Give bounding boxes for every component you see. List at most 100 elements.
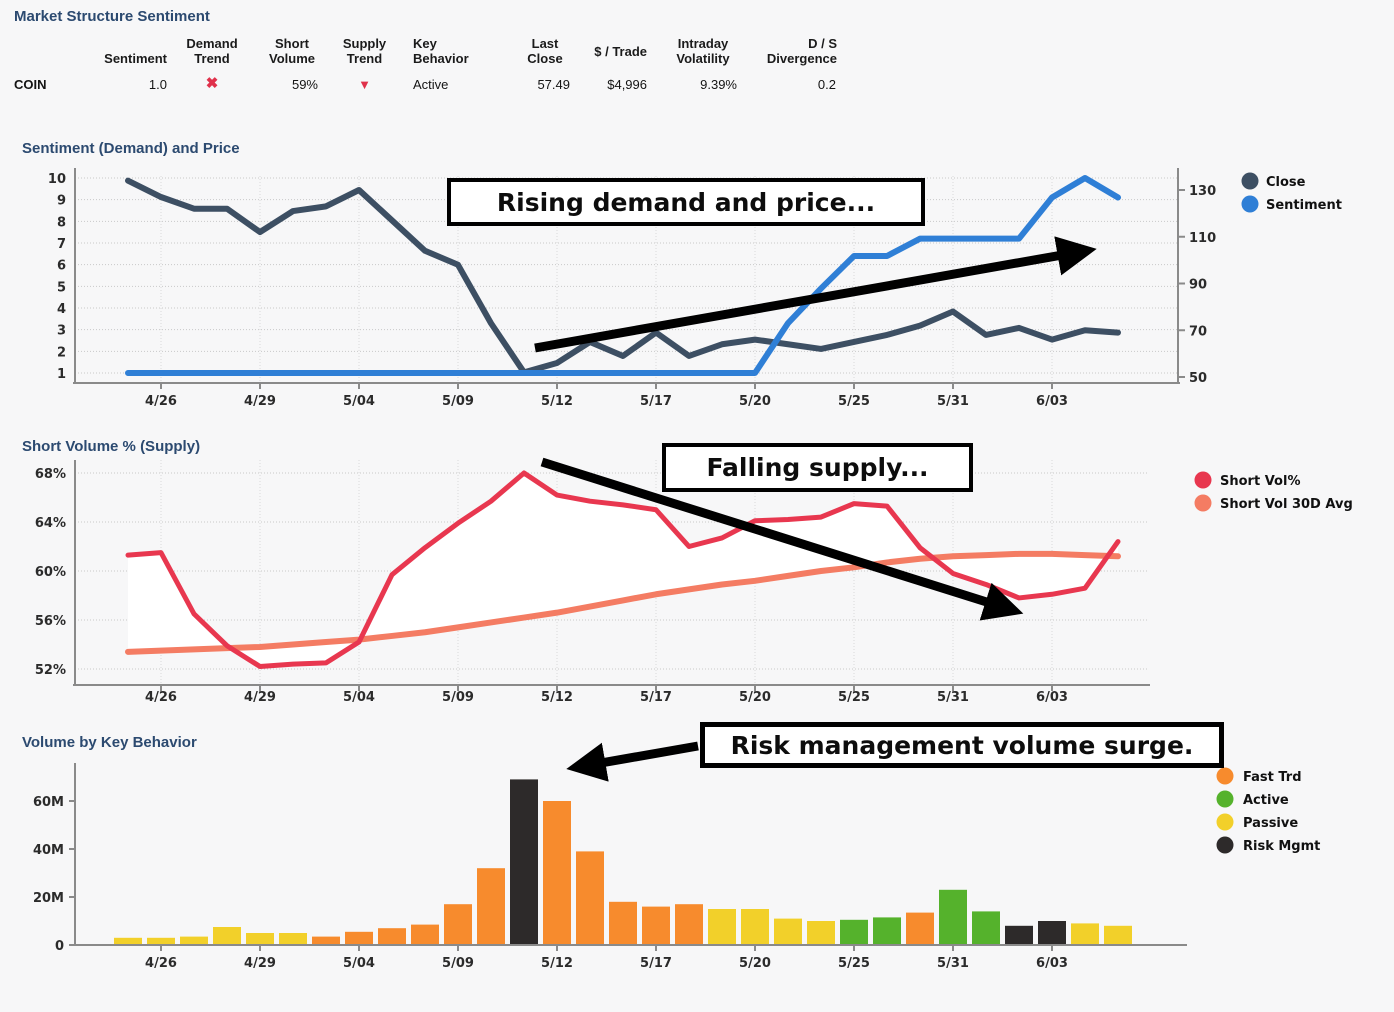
axis-label: 5 (57, 280, 66, 295)
axis-label: 5/04 (343, 956, 375, 971)
volume-bar (510, 779, 538, 945)
axis-label: 5/12 (541, 956, 573, 971)
legend-item-short-vol-30d-avg: Short Vol 30D Avg (1194, 494, 1353, 512)
demand-trend-down-icon: ✖ (205, 75, 219, 92)
volume-bar (576, 851, 604, 945)
axis-label: 1 (57, 367, 66, 382)
chart-title-short-volume: Short Volume % (Supply) (22, 438, 201, 455)
axis-label: 5/17 (640, 394, 672, 409)
volume-bar (180, 936, 208, 945)
volume-bar (675, 904, 703, 945)
close-line (125, 177, 1121, 376)
axis-label: 64% (35, 516, 66, 531)
volume-bar (279, 933, 307, 945)
falling-supply-arrow (540, 457, 1024, 621)
axis-label: 5/20 (739, 394, 771, 409)
axis-label: 5/04 (343, 394, 375, 409)
axis-label: 4/26 (145, 956, 177, 971)
axis-label: 5/31 (937, 690, 969, 705)
axis-label: Sentiment (1266, 198, 1342, 213)
axis-label: 7 (57, 237, 66, 252)
volume-bar (114, 937, 142, 945)
col-header-short-volume: Short Volume (269, 36, 315, 66)
col-header-demand-trend: Demand Trend (186, 36, 238, 66)
legend-item-fast-trd: Fast Trd (1216, 767, 1302, 785)
legend-item-close: Close (1241, 172, 1306, 190)
annotation-falling-supply: Falling supply... (662, 443, 973, 492)
col-header-ds-divergence: D / S Divergence (766, 36, 837, 66)
axis-label: 5/09 (442, 394, 474, 409)
axis-label: 4/29 (244, 690, 276, 705)
axis-label: 5/17 (640, 690, 672, 705)
axis-label: 90 (1189, 278, 1207, 293)
sentiment-value: 1.0 (148, 77, 167, 92)
volume-bar (444, 904, 472, 945)
volume-bar (246, 933, 274, 945)
legend-swatch (1216, 813, 1234, 831)
intraday-volatility-value: 9.39% (700, 77, 737, 92)
ticker-label: COIN (14, 77, 47, 92)
chart-title-volume-behavior: Volume by Key Behavior (22, 734, 197, 751)
axis-label: Short Vol 30D Avg (1220, 497, 1353, 512)
legend-swatch (1216, 836, 1234, 854)
axis-label: 5/31 (937, 956, 969, 971)
axis-label: 4 (57, 302, 66, 317)
ds-divergence-value: 0.2 (817, 77, 836, 92)
axis-label: 4/29 (244, 956, 276, 971)
axis-label: 70 (1189, 324, 1207, 339)
axis-label: 5/12 (541, 690, 573, 705)
axis-label: 6/03 (1036, 394, 1068, 409)
axis-label: Active (1243, 793, 1289, 808)
legend-swatch (1216, 790, 1234, 808)
axis-label: 6 (57, 259, 66, 274)
axis-label: 5/20 (739, 956, 771, 971)
volume-bar (312, 936, 340, 945)
axis-label: 0 (55, 939, 64, 954)
volume-bar (609, 901, 637, 945)
axis-label: 5/09 (442, 956, 474, 971)
short-vol-avg-line (125, 550, 1121, 655)
dollar-per-trade-value: $4,996 (607, 77, 647, 92)
axis-label: 2 (57, 345, 66, 360)
volume-bar (1005, 925, 1033, 945)
volume-bar (543, 801, 571, 945)
legend-item-sentiment: Sentiment (1241, 195, 1342, 213)
col-header-last-close: Last Close (527, 36, 563, 66)
axis-label: 8 (57, 215, 66, 230)
axis-label: Short Vol% (1220, 474, 1300, 489)
volume-bar (477, 868, 505, 945)
volume-bar (774, 918, 802, 945)
axis-label: 5/09 (442, 690, 474, 705)
axis-label: 4/29 (244, 394, 276, 409)
axis-label: 5/04 (343, 690, 375, 705)
legend-item-short-vol-: Short Vol% (1194, 471, 1300, 489)
axis-label: Close (1266, 175, 1306, 190)
volume-bar (939, 889, 967, 945)
axis-label: 68% (35, 467, 66, 482)
axis-label: 6/03 (1036, 690, 1068, 705)
axis-label: 50 (1189, 371, 1207, 386)
axis-label: 52% (35, 663, 66, 678)
volume-bar (708, 909, 736, 945)
col-header-sentiment: Sentiment (104, 51, 167, 66)
volume-bar (1071, 923, 1099, 945)
volume-bar (741, 909, 769, 945)
legend-swatch (1194, 494, 1212, 512)
legend-swatch (1216, 767, 1234, 785)
axis-label: 6/03 (1036, 956, 1068, 971)
volume-bar (213, 927, 241, 945)
annotation-rising-demand: Rising demand and price... (447, 178, 925, 226)
supply-trend-down-icon: ▼ (358, 77, 371, 92)
volume-bar (807, 921, 835, 945)
legend-swatch (1194, 471, 1212, 489)
axis-label: Passive (1243, 816, 1298, 831)
axis-label: 5/20 (739, 690, 771, 705)
axis-label: 5/25 (838, 956, 870, 971)
legend-item-passive: Passive (1216, 813, 1298, 831)
page-title: Market Structure Sentiment (14, 8, 210, 25)
legend-item-risk-mgmt: Risk Mgmt (1216, 836, 1320, 854)
axis-label: 56% (35, 614, 66, 629)
volume-bar (1038, 921, 1066, 945)
